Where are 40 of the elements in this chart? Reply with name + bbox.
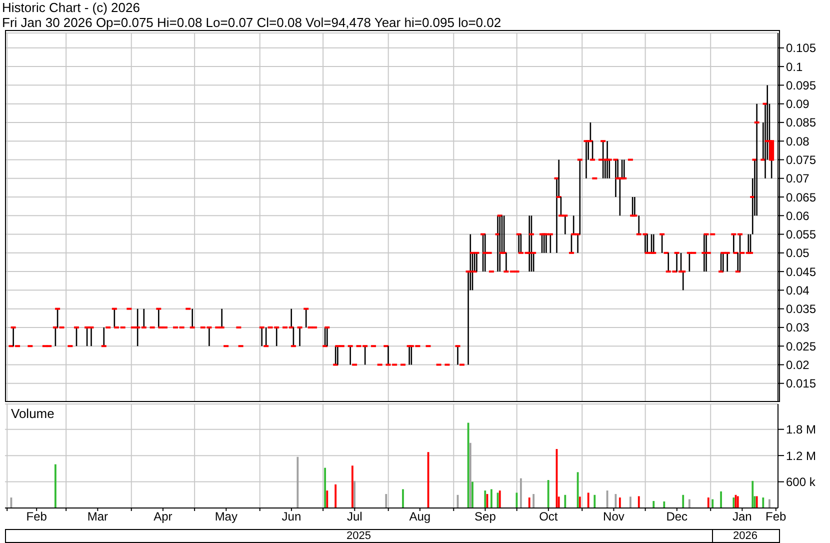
y-tick-label: 0.045 bbox=[786, 264, 816, 279]
x-tick-label: Feb bbox=[766, 510, 787, 524]
y-tick-label: 0.065 bbox=[786, 190, 816, 204]
x-tick-label: Aug bbox=[409, 510, 431, 524]
y-tick-label: 0.05 bbox=[786, 246, 810, 260]
x-tick-label: Jun bbox=[282, 510, 302, 524]
x-tick-label: Apr bbox=[154, 510, 172, 524]
x-tick-label: Sep bbox=[474, 510, 496, 524]
y-tick-label: 0.055 bbox=[786, 228, 816, 242]
y-tick-label: 0.095 bbox=[786, 78, 816, 92]
x-tick-label: Dec bbox=[666, 510, 688, 524]
text: 2026 bbox=[732, 530, 759, 542]
y-tick-label: 0.1 bbox=[786, 60, 804, 74]
y-tick-label: 0.09 bbox=[786, 97, 810, 112]
x-tick-label: Oct bbox=[539, 510, 558, 524]
y-tick-label: 0.025 bbox=[786, 339, 816, 354]
y-tick-label: 600 k bbox=[786, 475, 816, 490]
y-tick-label: 0.075 bbox=[786, 152, 816, 167]
y-tick-label: 0.03 bbox=[786, 320, 810, 335]
x-tick-label: Nov bbox=[603, 510, 624, 524]
y-tick-label: 1.2 M bbox=[786, 448, 816, 463]
y-tick-label: 0.085 bbox=[786, 116, 816, 130]
y-tick-label: 0.105 bbox=[786, 41, 816, 56]
y-tick-label: 0.08 bbox=[786, 134, 810, 148]
x-tick-label: Mar bbox=[87, 510, 108, 524]
y-tick-label: 0.04 bbox=[786, 283, 810, 298]
text: 2025 bbox=[6, 530, 713, 542]
x-tick-label: May bbox=[214, 510, 238, 524]
y-tick-label: 0.015 bbox=[786, 376, 816, 391]
x-tick-label: Jul bbox=[346, 510, 362, 524]
chart-title: Volume bbox=[11, 406, 54, 421]
chart-title: Historic Chart - (c) 2026 bbox=[2, 0, 141, 15]
x-tick-label: Feb bbox=[26, 510, 48, 524]
y-tick-label: 0.02 bbox=[786, 358, 810, 372]
y-tick-label: 0.035 bbox=[786, 302, 816, 316]
chart-subtitle: Fri Jan 30 2026 Op=0.075 Hi=0.08 Lo=0.07 Cl=0.08 Vol=94,478 Year hi=0.095 lo=0.02 bbox=[2, 15, 502, 30]
y-tick-label: 0.06 bbox=[786, 208, 810, 223]
y-tick-label: 1.8 M bbox=[786, 422, 816, 437]
x-tick-label: Jan bbox=[732, 510, 752, 524]
y-tick-label: 0.07 bbox=[786, 172, 810, 186]
